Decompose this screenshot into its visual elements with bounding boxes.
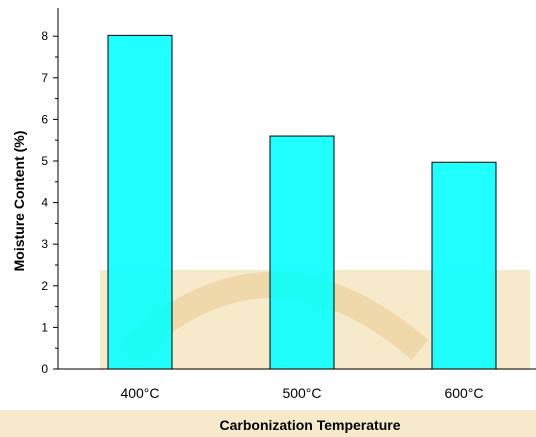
y-axis-title: Moisture Content (%): [11, 131, 27, 272]
y-tick-label: 7: [41, 71, 48, 85]
y-tick-label: 5: [41, 154, 48, 168]
y-tick-label: 0: [41, 362, 48, 376]
y-tick-label: 3: [41, 237, 48, 251]
bar-1: [107, 34, 173, 370]
y-tick-label: 2: [41, 279, 48, 293]
x-axis-title: Carbonization Temperature: [220, 417, 401, 433]
bars: [107, 34, 497, 370]
bar-3: [431, 161, 497, 370]
y-axis-ticks: 0 1 2 3 4 5 6 7 8: [41, 29, 58, 376]
x-tick-label: 500°C: [282, 385, 321, 401]
y-tick-label: 8: [41, 29, 48, 43]
y-tick-label: 6: [41, 112, 48, 126]
x-tick-label: 400°C: [120, 385, 159, 401]
y-tick-label: 4: [41, 196, 48, 210]
x-tick-label: 600°C: [444, 385, 483, 401]
x-axis-tick-labels: 400°C 500°C 600°C: [120, 385, 483, 401]
y-tick-label: 1: [41, 320, 48, 334]
bar-2: [269, 135, 335, 370]
